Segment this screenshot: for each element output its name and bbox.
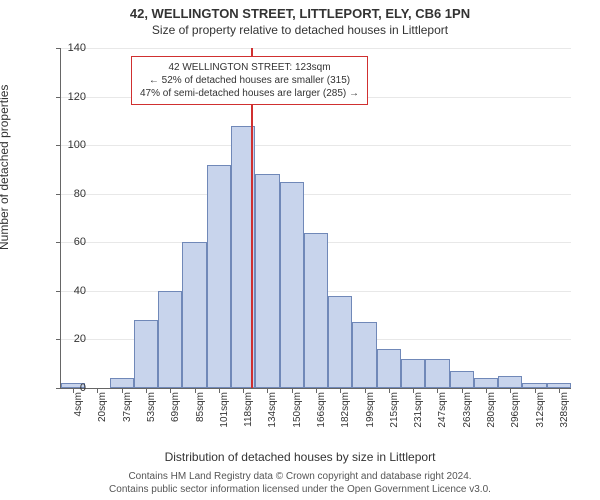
footer-attribution: Contains HM Land Registry data © Crown c… — [0, 470, 600, 496]
xtick-label: 231sqm — [413, 392, 424, 442]
grid-line — [61, 48, 571, 49]
histogram-bar — [110, 378, 134, 388]
annotation-line: 42 WELLINGTON STREET: 123sqm — [140, 61, 359, 74]
xtick-label: 182sqm — [340, 392, 351, 442]
histogram-bar — [328, 296, 352, 388]
xtick-label: 118sqm — [243, 392, 254, 442]
page-title: 42, WELLINGTON STREET, LITTLEPORT, ELY, … — [0, 0, 600, 21]
y-axis-label: Number of detached properties — [0, 85, 11, 250]
xtick-label: 134sqm — [267, 392, 278, 442]
ytick-label: 140 — [46, 42, 86, 54]
histogram-bar — [255, 174, 279, 388]
annotation-box: 42 WELLINGTON STREET: 123sqm← 52% of det… — [131, 56, 368, 105]
ytick-label: 40 — [46, 285, 86, 297]
histogram-bar — [425, 359, 449, 388]
annotation-line: ← 52% of detached houses are smaller (31… — [140, 74, 359, 87]
xtick-label: 312sqm — [535, 392, 546, 442]
xtick-label: 101sqm — [219, 392, 230, 442]
ytick-label: 120 — [46, 91, 86, 103]
histogram-bar — [352, 322, 376, 388]
histogram-bar — [450, 371, 474, 388]
ytick-label: 0 — [46, 382, 86, 394]
xtick-label: 296sqm — [510, 392, 521, 442]
grid-line — [61, 145, 571, 146]
xtick-label: 150sqm — [292, 392, 303, 442]
xtick-label: 199sqm — [365, 392, 376, 442]
histogram-bar — [207, 165, 231, 388]
histogram-bar — [280, 182, 304, 388]
ytick-label: 80 — [46, 188, 86, 200]
footer-line: Contains public sector information licen… — [0, 483, 600, 496]
histogram-bar — [304, 233, 328, 388]
xtick-label: 53sqm — [146, 392, 157, 442]
histogram-bar — [377, 349, 401, 388]
xtick-label: 4sqm — [73, 392, 84, 442]
chart-container: 42, WELLINGTON STREET, LITTLEPORT, ELY, … — [0, 0, 600, 500]
histogram-bar — [182, 242, 206, 388]
xtick-label: 20sqm — [97, 392, 108, 442]
histogram-bar — [498, 376, 522, 388]
histogram-bar — [158, 291, 182, 388]
ytick-label: 100 — [46, 139, 86, 151]
plot-area: 4sqm20sqm37sqm53sqm69sqm85sqm101sqm118sq… — [60, 48, 571, 389]
footer-line: Contains HM Land Registry data © Crown c… — [0, 470, 600, 483]
xtick-label: 328sqm — [559, 392, 570, 442]
xtick-label: 69sqm — [170, 392, 181, 442]
page-subtitle: Size of property relative to detached ho… — [0, 21, 600, 37]
grid-line — [61, 194, 571, 195]
xtick-label: 37sqm — [122, 392, 133, 442]
histogram-bar — [134, 320, 158, 388]
xtick-label: 85sqm — [195, 392, 206, 442]
ytick-label: 20 — [46, 333, 86, 345]
xtick-label: 215sqm — [389, 392, 400, 442]
annotation-line: 47% of semi-detached houses are larger (… — [140, 87, 359, 100]
xtick-label: 247sqm — [437, 392, 448, 442]
xtick-label: 263sqm — [462, 392, 473, 442]
histogram-bar — [401, 359, 425, 388]
xtick-label: 166sqm — [316, 392, 327, 442]
histogram-bar — [474, 378, 498, 388]
ytick-label: 60 — [46, 236, 86, 248]
x-axis-label: Distribution of detached houses by size … — [0, 450, 600, 464]
xtick-label: 280sqm — [486, 392, 497, 442]
